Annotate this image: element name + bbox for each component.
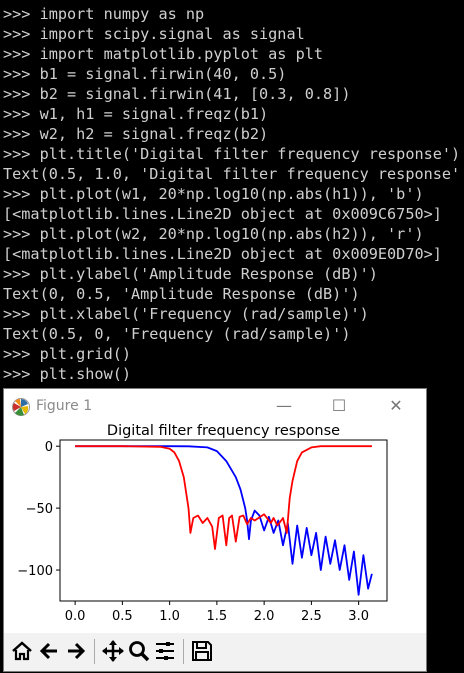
console-input-line: >>> plt.show() (3, 365, 132, 383)
back-button[interactable] (37, 639, 61, 663)
console-output-line: [<matplotlib.lines.Line2D object at 0x00… (3, 245, 442, 263)
x-tick-label: 1.0 (159, 609, 180, 624)
y-tick-label: −50 (26, 502, 53, 517)
window-title: Figure 1 (36, 398, 93, 414)
y-tick-label: −100 (17, 564, 53, 579)
forward-button[interactable] (64, 639, 88, 663)
python-console[interactable]: >>> import numpy as np >>> import scipy.s… (3, 4, 461, 384)
console-input-line: >>> plt.plot(w2, 20*np.log10(np.abs(h2))… (3, 225, 424, 243)
configure-subplots-icon (156, 642, 174, 660)
console-input-line: >>> plt.xlabel('Frequency (rad/sample)') (3, 305, 369, 323)
console-output-line: Text(0.5, 1.0, 'Digital filter frequency… (3, 165, 461, 183)
maximize-button[interactable]: ☐ (331, 396, 347, 415)
home-icon (12, 641, 32, 661)
navigation-toolbar (4, 633, 426, 671)
figure-window: Figure 1 — ☐ ✕ Digital filter frequency … (3, 388, 427, 672)
red-series-line (75, 445, 372, 550)
blue-series-line (75, 445, 373, 596)
console-input-line: >>> import numpy as np (3, 5, 205, 23)
x-tick-label: 2.5 (301, 609, 322, 624)
console-output-line: [<matplotlib.lines.Line2D object at 0x00… (3, 205, 442, 223)
console-output-line: Text(0.5, 0, 'Frequency (rad/sample)') (3, 325, 351, 343)
pan-button[interactable] (101, 639, 125, 663)
console-input-line: >>> plt.grid() (3, 345, 132, 363)
console-input-line: >>> plt.plot(w1, 20*np.log10(np.abs(h1))… (3, 185, 424, 203)
close-button[interactable]: ✕ (389, 396, 403, 415)
chart-title: Digital filter frequency response (107, 423, 340, 439)
console-input-line: >>> plt.ylabel('Amplitude Response (dB)'… (3, 265, 378, 283)
x-tick-label: 3.0 (348, 609, 369, 624)
forward-arrow-icon (68, 642, 86, 660)
window-titlebar[interactable]: Figure 1 — ☐ ✕ (4, 389, 426, 423)
console-input-line: >>> b2 = signal.firwin(41, [0.3, 0.8]) (3, 85, 351, 103)
zoom-icon (129, 641, 150, 662)
console-input-line: >>> w1, h1 = signal.freqz(b1) (3, 105, 269, 123)
matplotlib-logo-icon (12, 398, 30, 416)
back-arrow-icon (39, 642, 57, 660)
axes-frame (59, 439, 388, 602)
toolbar-separator (183, 639, 184, 664)
x-tick-label: 0.0 (65, 609, 86, 624)
console-input-line: >>> plt.title('Digital filter frequency … (3, 145, 461, 163)
save-button[interactable] (190, 639, 214, 663)
console-input-line: >>> w2, h2 = signal.freqz(b2) (3, 125, 269, 143)
frequency-response-chart: Digital filter frequency response 0.0 0.5 1… (17, 423, 388, 624)
x-tick-label: 1.5 (207, 609, 228, 624)
configure-subplots-button[interactable] (153, 639, 177, 663)
toolbar-separator (94, 639, 95, 664)
y-tick-label: 0 (45, 440, 53, 455)
x-tick-label: 0.5 (112, 609, 133, 624)
x-tick-label: 2.0 (254, 609, 275, 624)
zoom-button[interactable] (127, 639, 151, 663)
save-icon (192, 641, 212, 661)
console-output-line: Text(0, 0.5, 'Amplitude Response (dB)') (3, 285, 360, 303)
console-input-line: >>> import matplotlib.pyplot as plt (3, 45, 324, 63)
plot-canvas[interactable]: Digital filter frequency response 0.0 0.5 1… (4, 423, 426, 628)
console-input-line: >>> b1 = signal.firwin(40, 0.5) (3, 65, 287, 83)
pan-icon (102, 640, 124, 662)
home-button[interactable] (10, 639, 34, 663)
minimize-button[interactable]: — (276, 396, 292, 415)
console-input-line: >>> import scipy.signal as signal (3, 25, 305, 43)
